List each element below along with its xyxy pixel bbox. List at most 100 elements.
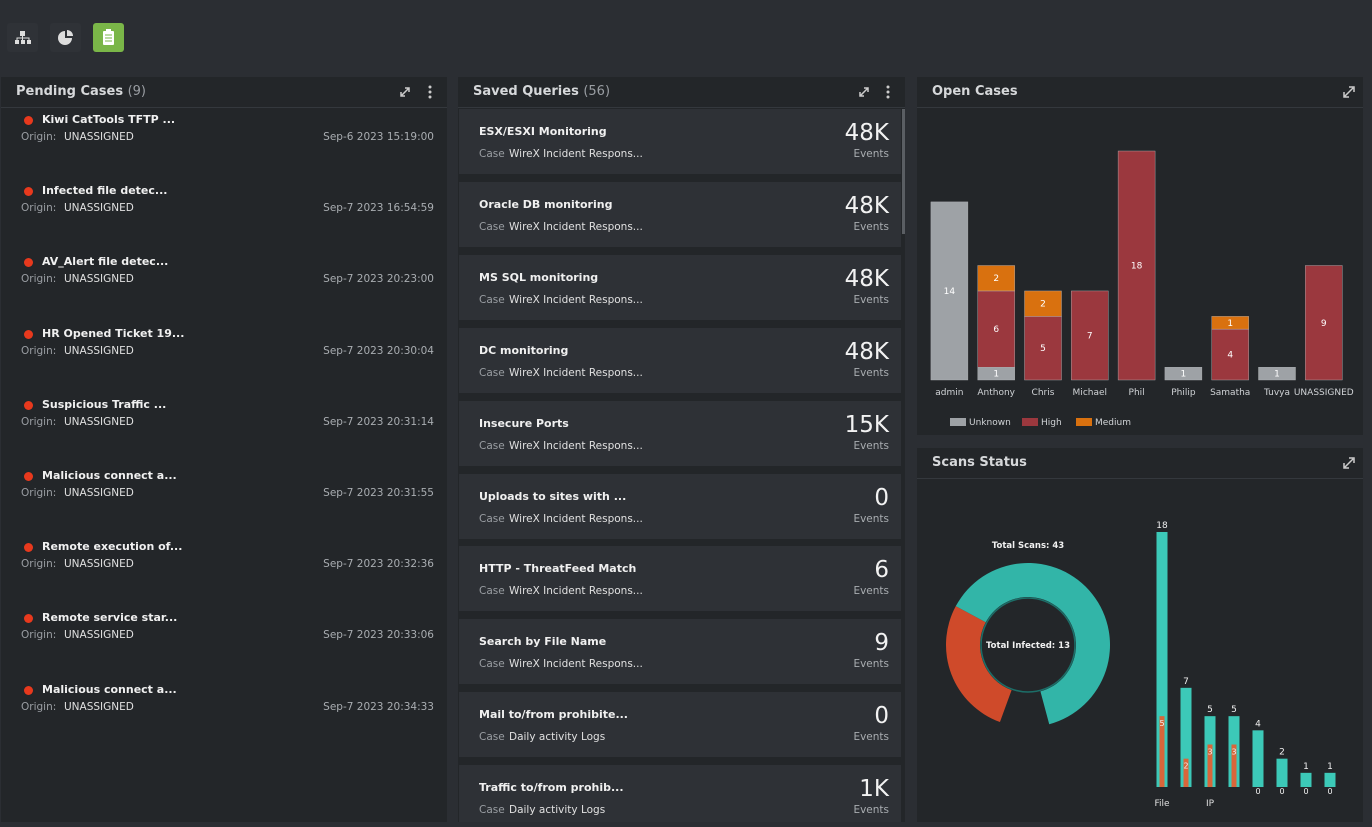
case-item[interactable]: HR Opened Ticket 19... Origin: UNASSIGNED S… [1,322,447,386]
query-name: Search by File Name [479,635,607,649]
case-item[interactable]: Infected file detec... Origin: UNASSIGNED S… [1,179,447,243]
chart-button[interactable] [50,23,81,52]
origin-value: UNASSIGNED [64,344,134,357]
scans-status-panel: Scans Status [917,448,1363,822]
event-unit: Events [853,148,889,160]
case-name: Infected file detec... [42,184,168,198]
event-unit: Events [853,293,889,306]
case-label: Case [479,148,505,160]
origin-label: Origin: [21,415,57,428]
panel-title: Open Cases [932,84,1018,99]
case-label: Case [479,220,505,233]
case-name: Malicious connect a... [42,469,177,482]
panel-title: Saved Queries (56) [473,84,610,99]
event-unit: Events [853,220,889,233]
case-item[interactable]: Malicious connect a... Origin: UNASSIGNED S… [1,678,447,742]
origin-label: Origin: [21,700,57,713]
origin-value: UNASSIGNED [64,700,134,713]
case-item[interactable]: Remote execution of... Origin: UNASSIGNED S… [1,535,447,599]
query-name: MS SQL monitoring [479,270,599,284]
case-date: Sep-7 2023 20:31:14 [323,415,434,428]
case-item[interactable]: Suspicious Traffic ... Origin: UNASSIGNED S… [1,393,447,457]
query-card[interactable]: DC monitoring Case WireX Incident Respons.… [459,327,901,393]
panel-header: Scans Status [917,448,1363,479]
case-date: Sep-7 2023 16:54:59 [323,202,434,215]
event-count: 48K [844,120,889,146]
header-icons[interactable] [397,84,441,100]
origin-value: UNASSIGNED [64,131,134,143]
open-cases-panel: Open Cases [917,77,1363,435]
case-name: WireX Incident Respons... [509,293,643,306]
query-card[interactable]: Search by File Name Case WireX Incident Re… [459,619,901,685]
case-name: WireX Incident Respons... [509,512,643,525]
case-name: Remote execution of... [42,540,183,554]
origin-label: Origin: [21,487,57,499]
query-card[interactable]: HTTP - ThreatFeed Match Case WireX Inciden… [459,546,901,612]
event-count: 48K [844,192,889,219]
origin-value: UNASSIGNED [64,273,134,286]
query-card[interactable]: Insecure Ports Case WireX Incident Respons… [459,400,901,466]
event-unit: Events [853,804,889,817]
origin-label: Origin: [21,558,57,571]
case-date: Sep-7 2023 20:32:36 [323,558,434,571]
query-name: Traffic to/from prohib... [479,781,624,795]
event-unit: Events [853,439,889,452]
icon [15,31,31,44]
case-item[interactable]: Malicious connect a... Origin: UNASSIGNED S… [1,464,447,528]
query-card[interactable]: Traffic to/from prohib... Case Daily activ… [459,765,901,822]
title: Saved Queries [473,84,579,99]
case-label: Case [479,512,505,525]
case-date: Sep-6 2023 15:19:00 [323,131,434,143]
panel-title: Scans Status [932,455,1027,470]
event-count: 0 [874,484,889,511]
title: Pending Cases [16,84,124,99]
status-dot [24,685,33,695]
event-unit: Events [853,731,889,744]
expand-icon[interactable] [1341,455,1357,471]
query-card[interactable]: MS SQL monitoring Case WireX Incident Resp… [459,254,901,320]
status-dot [24,187,33,197]
query-name: DC monitoring [479,343,569,357]
case-name: Daily activity Logs [509,804,606,817]
case-name: WireX Incident Respons... [509,585,643,598]
scrollbar[interactable] [902,109,905,234]
status-dot [24,400,33,410]
origin-value: UNASSIGNED [64,629,134,642]
event-unit: Events [853,585,889,598]
panel-title: Pending Cases (9) [16,84,146,99]
query-name: ESX/ESXI Monitoring [479,125,607,138]
case-name: WireX Incident Respons... [509,366,643,379]
event-count: 0 [874,703,889,730]
query-card[interactable]: ESX/ESXI Monitoring Case WireX Incident Re… [459,109,901,174]
case-name: HR Opened Ticket 19... [42,326,185,340]
query-card[interactable]: Oracle DB monitoring Case WireX Incident R… [459,181,901,247]
panel-header: Open Cases [917,77,1363,108]
count: (56) [583,84,611,99]
event-count: 48K [844,265,889,292]
cases-button[interactable] [93,23,124,52]
case-date: Sep-7 2023 20:23:00 [323,273,434,286]
event-count: 48K [844,338,889,365]
case-item[interactable]: Kiwi CatTools TFTP ... Origin: UNASSIGNED S… [1,108,447,172]
case-label: Case [479,658,505,671]
case-name: Malicious connect a... [42,682,177,696]
case-label: Case [479,804,505,817]
topology-button[interactable] [7,23,38,52]
query-card[interactable]: Mail to/from prohibite... Case Daily activ… [459,692,901,758]
expand-icon[interactable] [1341,84,1357,100]
case-name: WireX Incident Respons... [509,148,643,160]
origin-value: UNASSIGNED [64,202,134,215]
case-name: Daily activity Logs [509,731,606,744]
origin-value: UNASSIGNED [64,415,134,428]
origin-value: UNASSIGNED [64,487,134,499]
case-date: Sep-7 2023 20:31:55 [323,487,434,499]
query-card[interactable]: Uploads to sites with ... Case WireX Incid… [459,473,901,539]
saved-queries-panel: Saved Queries (56) ESX/ESXI Monitoring Ca… [458,77,905,822]
header-icons[interactable] [856,84,900,100]
case-item[interactable]: Remote service star... Origin: UNASSIGNED S… [1,606,447,670]
case-name: Kiwi CatTools TFTP ... [42,113,176,126]
event-unit: Events [853,658,889,671]
status-dot [24,329,33,339]
case-item[interactable]: AV_Alert file detec... Origin: UNASSIGNED S… [1,250,447,314]
